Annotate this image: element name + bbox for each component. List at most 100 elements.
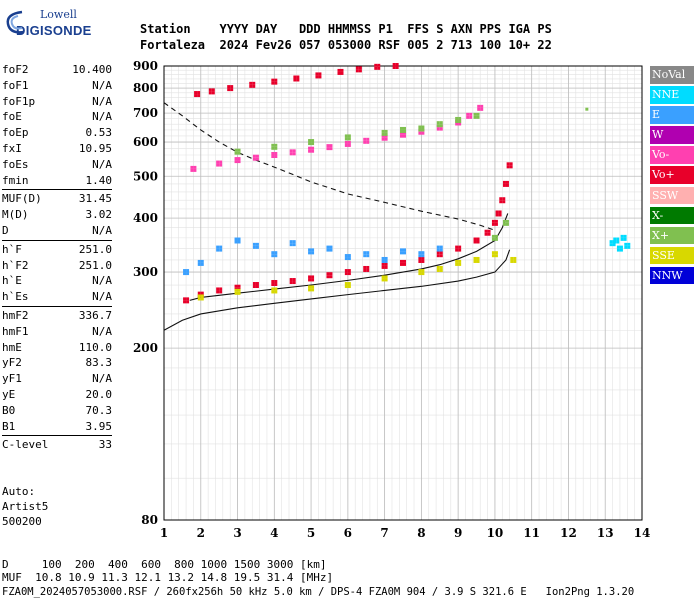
echo-point [476,256,480,260]
echo-point [381,278,385,282]
y-tick-label: 80 [141,513,158,527]
echo-point [347,254,351,258]
echo-point [296,78,300,82]
legend-item-w: W [650,126,694,144]
echo-point [274,254,278,258]
echo-point [502,197,506,201]
param-label: C-level [2,438,49,452]
echo-point [377,63,381,67]
echo-point [318,75,322,79]
echo-point [473,237,477,241]
echo-point [193,168,197,172]
echo-point [613,240,617,244]
echo-point [344,282,348,286]
echo-point [505,183,509,187]
param-value: 33 [98,438,112,452]
auto-code: 500200 [2,515,42,528]
x-tick-label: 11 [523,526,540,540]
echo-point [274,280,278,284]
echo-point [292,281,296,285]
echo-point [510,256,514,260]
echo-point [271,254,275,258]
echo-point [326,245,330,249]
file-info: FZA0M_2024057053000.RSF / 260fx256h 50 k… [2,586,635,598]
echo-point [274,287,278,291]
echo-point [403,262,406,266]
param-value: 70.3 [85,403,113,417]
echo-point [197,91,201,95]
echo-point [311,251,315,255]
x-tick-label: 14 [634,526,651,540]
echo-point [473,115,477,119]
echo-point [502,180,506,184]
echo-point [237,157,241,161]
param-value: 110.0 [78,340,112,354]
echo-point [329,248,333,252]
y-tick-label: 300 [133,265,158,279]
echo-point [494,222,498,226]
echo-point [289,243,293,247]
param-value: N/A [92,110,112,124]
echo-point [495,210,499,214]
echo-point [308,142,312,146]
echo-point [455,262,459,266]
echo-point [274,290,278,294]
param-row: yE 20.0 [2,387,112,403]
echo-point [627,245,631,249]
echo-point [439,265,443,269]
echo-point [421,269,425,273]
param-label: B0 [2,403,16,417]
y-tick-label: 800 [133,81,158,95]
echo-point [271,143,275,147]
param-value: 0.53 [85,126,113,140]
auto-label: Auto: [2,485,36,498]
echo-point [400,129,403,133]
echo-point [347,140,351,144]
param-value: N/A [92,324,112,338]
echo-point [455,116,459,120]
echo-point [395,66,399,69]
echo-point [455,119,459,123]
param-row: foEs N/A [2,157,112,173]
echo-point [197,294,201,298]
echo-point [510,259,514,263]
echo-point [344,272,348,276]
echo-point [400,262,403,266]
echo-point [234,157,238,161]
echo-point [326,248,330,252]
station-header-values: Fortaleza 2024 Fev26 057 053000 RSF 005 … [140,38,552,52]
param-label: hmE [2,340,22,354]
echo-point [439,127,443,131]
echo-point [616,245,620,249]
echo-point [197,291,201,295]
echo-point [403,134,406,138]
echo-point [455,259,459,263]
param-value: N/A [92,94,112,108]
y-tick-label: 200 [133,341,158,355]
echo-point [347,282,351,286]
echo-point [473,256,477,260]
echo-point [436,245,440,249]
echo-point [403,131,406,135]
echo-point [293,75,297,79]
echo-point [347,269,351,273]
echo-point [384,265,388,269]
legend-item-nnw: NNW [650,266,694,285]
echo-point [249,81,253,85]
param-value: 336.7 [78,308,112,322]
echo-point [620,237,624,241]
echo-point [274,151,278,155]
y-tick-label: 700 [133,106,158,120]
echo-point [186,272,190,276]
param-label: yF1 [2,372,22,386]
echo-point [326,147,330,151]
param-label: MUF(D) [2,192,42,206]
echo-point [363,268,367,272]
echo-point [509,162,513,166]
echo-point [358,66,362,70]
echo-point [616,248,620,252]
echo-point [329,272,333,276]
param-value: N/A [92,157,112,171]
echo-point [344,254,348,258]
echo-point [418,256,422,260]
